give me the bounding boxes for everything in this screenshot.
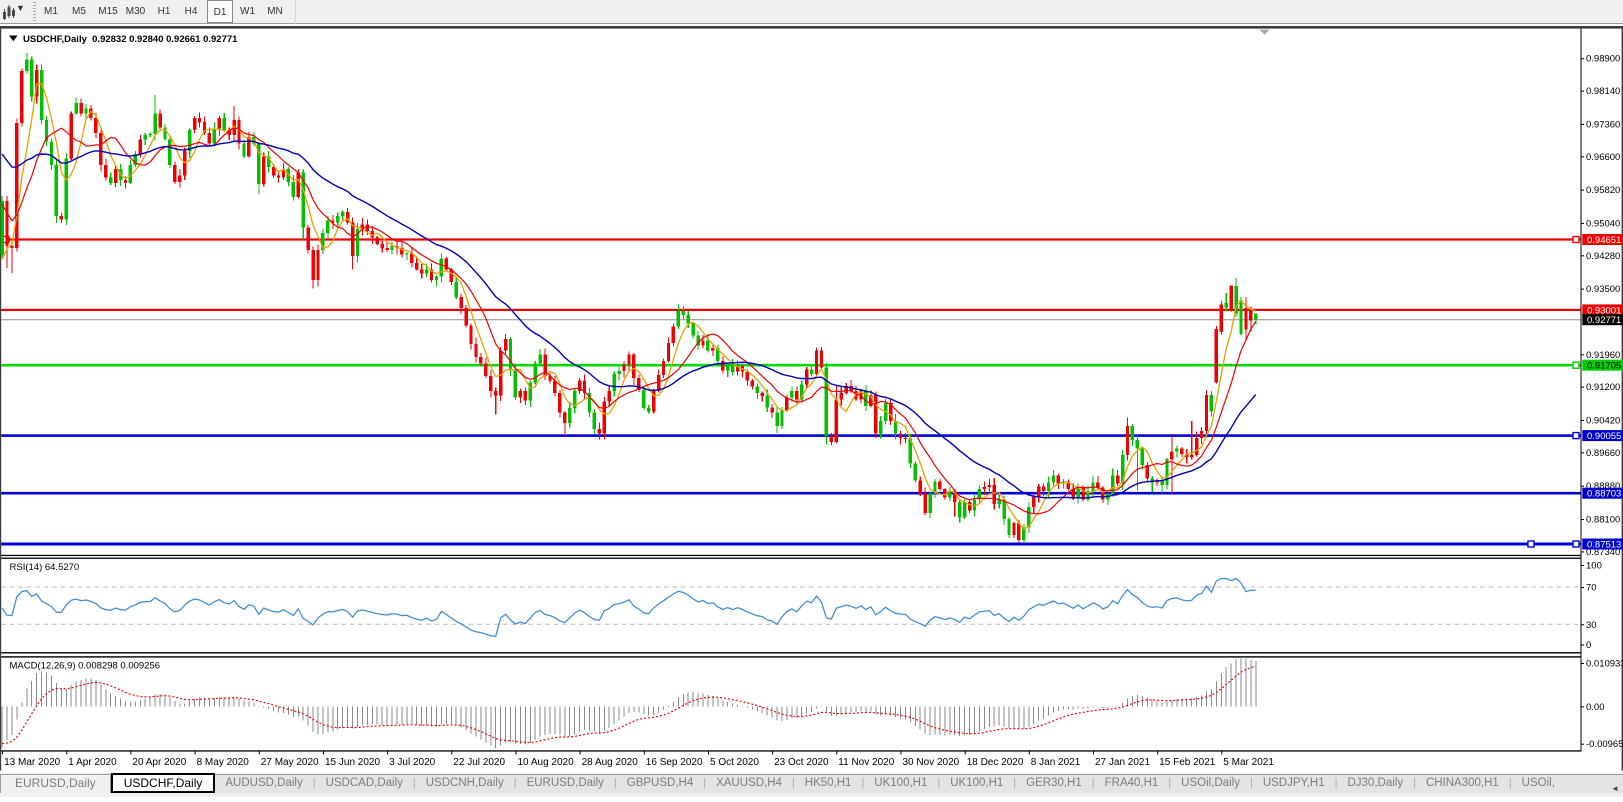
svg-text:0.92771: 0.92771 [1587,315,1621,326]
svg-text:0.96600: 0.96600 [1586,152,1620,163]
svg-text:0.88880: 0.88880 [1586,481,1620,492]
svg-text:11 Nov 2020: 11 Nov 2020 [838,757,894,768]
svg-text:0.87513: 0.87513 [1587,540,1621,551]
svg-text:0.97360: 0.97360 [1586,119,1620,130]
svg-text:0.90420: 0.90420 [1586,416,1620,427]
svg-text:0.91705: 0.91705 [1587,361,1621,372]
svg-text:8 May 2020: 8 May 2020 [197,757,250,768]
svg-text:0.93500: 0.93500 [1586,284,1620,295]
svg-text:0.94280: 0.94280 [1586,251,1620,262]
svg-text:16 Sep 2020: 16 Sep 2020 [646,757,703,768]
svg-text:22 Jul 2020: 22 Jul 2020 [453,757,505,768]
svg-text:USDCHF,Daily 0.92832 0.92840: USDCHF,Daily 0.92832 0.92840 0.92661 0.9… [23,34,238,45]
svg-text:18 Dec 2020: 18 Dec 2020 [967,757,1024,768]
svg-text:70: 70 [1586,583,1597,594]
svg-text:0.91960: 0.91960 [1586,350,1620,361]
svg-text:30: 30 [1586,620,1597,631]
svg-text:30 Nov 2020: 30 Nov 2020 [903,757,960,768]
svg-text:0.89660: 0.89660 [1586,448,1620,459]
svg-text:-0.009653: -0.009653 [1586,739,1623,750]
svg-text:MACD(12,26,9) 0.008298 0.00925: MACD(12,26,9) 0.008298 0.009256 [10,661,161,672]
svg-text:0.98140: 0.98140 [1586,86,1620,97]
svg-text:100: 100 [1586,561,1602,572]
svg-text:27 Jan 2021: 27 Jan 2021 [1095,757,1150,768]
svg-text:5 Mar 2021: 5 Mar 2021 [1223,757,1274,768]
svg-text:13 Mar 2020: 13 Mar 2020 [4,757,61,768]
svg-text:1 Apr 2020: 1 Apr 2020 [68,757,117,768]
svg-text:23 Oct 2020: 23 Oct 2020 [774,757,829,768]
svg-text:0.95040: 0.95040 [1586,218,1620,229]
svg-text:28 Aug 2020: 28 Aug 2020 [582,757,639,768]
svg-text:27 May 2020: 27 May 2020 [261,757,319,768]
svg-text:0.98900: 0.98900 [1586,54,1620,65]
svg-text:0.010933: 0.010933 [1586,659,1623,670]
svg-text:10 Aug 2020: 10 Aug 2020 [518,757,575,768]
svg-text:8 Jan 2021: 8 Jan 2021 [1031,757,1081,768]
svg-text:0.94651: 0.94651 [1587,235,1621,246]
svg-text:0.88100: 0.88100 [1586,515,1620,526]
svg-text:0.93001: 0.93001 [1587,305,1621,316]
svg-text:0.00: 0.00 [1586,702,1605,713]
svg-text:15 Jun 2020: 15 Jun 2020 [325,757,380,768]
svg-text:0.88703: 0.88703 [1587,489,1621,500]
svg-text:0: 0 [1586,640,1591,651]
svg-text:3 Jul 2020: 3 Jul 2020 [389,757,436,768]
svg-text:0.91200: 0.91200 [1586,382,1620,393]
svg-text:RSI(14) 64.5270: RSI(14) 64.5270 [10,562,80,573]
svg-text:0.87340: 0.87340 [1586,547,1620,558]
svg-text:20 Apr 2020: 20 Apr 2020 [132,757,186,768]
svg-text:0.90055: 0.90055 [1587,431,1621,442]
svg-text:15 Feb 2021: 15 Feb 2021 [1159,757,1216,768]
svg-text:0.95820: 0.95820 [1586,185,1620,196]
svg-text:5 Oct 2020: 5 Oct 2020 [710,757,759,768]
